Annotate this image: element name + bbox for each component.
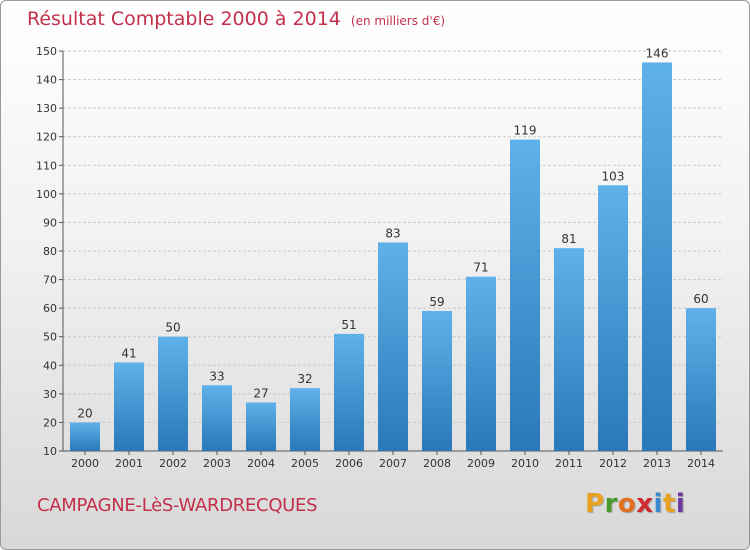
- bar: [290, 388, 320, 451]
- data-label: 41: [121, 346, 136, 360]
- y-tick-label: 50: [43, 331, 57, 344]
- y-tick-label: 110: [36, 159, 57, 172]
- x-tick-label: 2004: [247, 457, 275, 470]
- y-tick-label: 90: [43, 216, 57, 229]
- logo-letter: P: [585, 489, 605, 519]
- x-tick-label: 2007: [379, 457, 407, 470]
- bar: [686, 308, 716, 451]
- x-tick-label: 2003: [203, 457, 231, 470]
- bar: [378, 242, 408, 451]
- proxiti-logo: Proxiti: [585, 489, 685, 519]
- data-label: 83: [385, 226, 400, 240]
- chart-unit: (en milliers d'€): [350, 14, 446, 28]
- x-tick-label: 2012: [599, 457, 627, 470]
- data-label: 33: [209, 369, 224, 383]
- y-tick-label: 40: [43, 359, 57, 372]
- bar: [158, 336, 188, 451]
- y-tick-label: 120: [36, 131, 57, 144]
- data-label: 81: [561, 232, 576, 246]
- y-tick-label: 70: [43, 274, 57, 287]
- y-tick-label: 10: [43, 445, 57, 458]
- data-label: 32: [297, 372, 312, 386]
- data-label: 27: [253, 386, 268, 400]
- logo-letter: r: [604, 489, 618, 519]
- bar: [466, 276, 496, 451]
- bar: [114, 362, 144, 451]
- data-label: 51: [341, 318, 356, 332]
- x-tick-label: 2000: [71, 457, 99, 470]
- bar: [598, 185, 628, 452]
- bar: [554, 248, 584, 451]
- data-label: 60: [693, 292, 708, 306]
- data-label: 103: [602, 169, 625, 183]
- bar: [642, 62, 672, 452]
- y-tick-label: 60: [43, 302, 57, 315]
- y-tick-label: 20: [43, 416, 57, 429]
- bar: [422, 311, 452, 451]
- data-label: 20: [77, 406, 92, 420]
- y-tick-label: 130: [36, 102, 57, 115]
- bar: [334, 333, 364, 451]
- x-tick-label: 2001: [115, 457, 143, 470]
- y-tick-label: 150: [36, 45, 57, 58]
- data-label: 50: [165, 321, 180, 335]
- data-label: 71: [473, 261, 488, 275]
- data-label: 59: [429, 295, 444, 309]
- y-tick-labels: 10 20 30 40 50 60 70 80 90 100 110 120 130 140 150: [36, 45, 63, 458]
- logo-letter: i: [675, 489, 686, 519]
- x-tick-label: 2010: [511, 457, 539, 470]
- town-name: CAMPAGNE-LèS-WARDRECQUES: [37, 495, 318, 516]
- x-tick-label: 2002: [159, 457, 187, 470]
- x-tick-label: 2013: [643, 457, 671, 470]
- chart-title-text: Résultat Comptable 2000 à 2014: [27, 8, 341, 30]
- bar: [246, 402, 276, 451]
- x-tick-label: 2009: [467, 457, 495, 470]
- y-tick-label: 100: [36, 188, 57, 201]
- logo-letter: t: [662, 489, 676, 519]
- bar: [202, 385, 232, 451]
- x-tick-label: 2008: [423, 457, 451, 470]
- logo-letter: o: [617, 489, 637, 519]
- x-tick-labels: 2000 2001 2002 2003 2004 2005 2006 2007 2008 2009…: [71, 451, 715, 470]
- y-tick-label: 80: [43, 245, 57, 258]
- bar: [70, 422, 100, 451]
- x-tick-label: 2011: [555, 457, 583, 470]
- y-tick-label: 140: [36, 74, 57, 87]
- data-labels: 20 41 50 33 27 32 51 83 59 71 119 81 103 146 60: [77, 46, 708, 420]
- x-tick-label: 2014: [687, 457, 715, 470]
- data-label: 119: [514, 124, 537, 138]
- bar: [510, 139, 540, 452]
- x-tick-label: 2005: [291, 457, 319, 470]
- logo-letter: i: [653, 489, 663, 519]
- logo-letter: x: [636, 489, 654, 519]
- y-tick-label: 30: [43, 388, 57, 401]
- bars: [70, 62, 716, 452]
- data-label: 146: [646, 46, 669, 60]
- chart-title: Résultat Comptable 2000 à 2014 (en millie…: [27, 8, 445, 30]
- x-tick-label: 2006: [335, 457, 363, 470]
